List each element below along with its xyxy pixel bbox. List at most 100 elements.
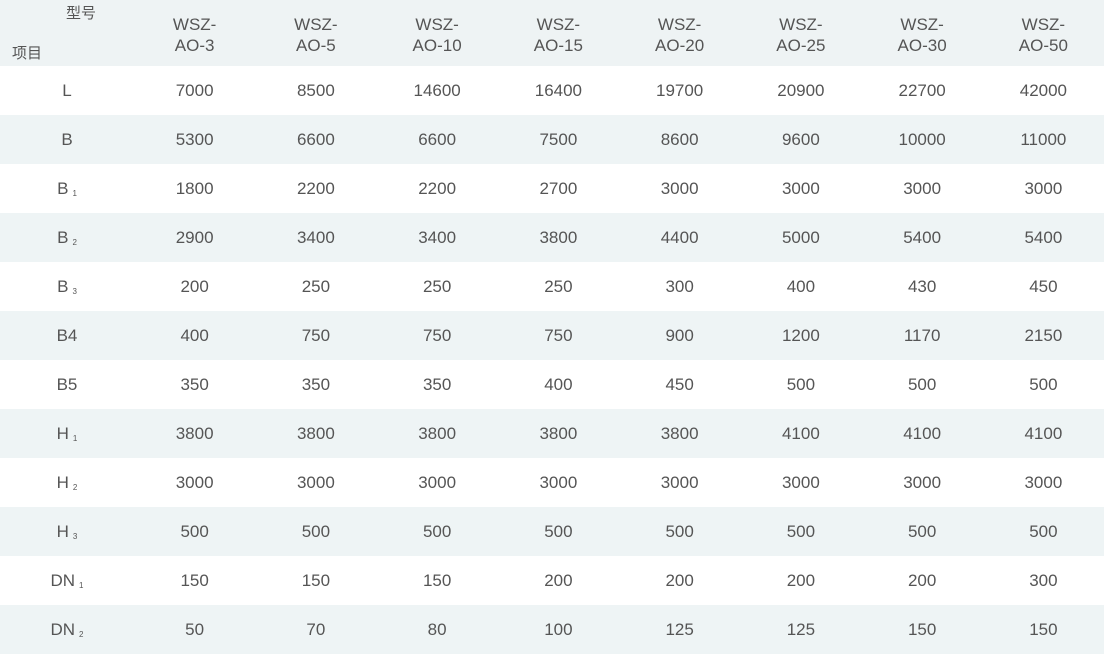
model-name-line1: WSZ-	[1021, 15, 1066, 34]
row-label-subscript: 1	[79, 580, 84, 590]
table-cell: 2900	[175, 227, 214, 247]
table-cell: 400	[544, 374, 573, 394]
table-cell: 3000	[1024, 178, 1063, 198]
model-header: WSZ- AO-10	[377, 0, 498, 66]
row-label: B4	[0, 311, 134, 360]
table-cell: 11000	[1020, 129, 1067, 149]
table-cell: 150	[180, 570, 209, 590]
table-row: H 2 3000 3000 3000 3000 3000 3000 3000 3000	[0, 458, 1104, 507]
table-cell: 2200	[418, 178, 457, 198]
model-name-line1: WSZ-	[294, 15, 338, 34]
table-cell: 150	[422, 570, 452, 590]
table-cell: 3800	[660, 423, 699, 443]
row-label-text: B	[57, 178, 69, 198]
table-cell: 500	[422, 521, 452, 541]
model-name-line2: AO-30	[897, 36, 947, 55]
model-name-line1: WSZ-	[900, 15, 944, 34]
row-label-subscript: 2	[79, 629, 84, 639]
table-cell: 350	[301, 374, 331, 394]
table-cell: 19700	[655, 80, 704, 100]
table-cell: 16400	[534, 80, 583, 100]
table-cell: 150	[1029, 619, 1058, 639]
row-label-subscript: 1	[72, 188, 77, 198]
table-cell: 200	[786, 570, 816, 590]
table-cell: 2150	[1024, 325, 1063, 345]
model-name-line1: WSZ-	[415, 15, 459, 34]
table-cell: 200	[544, 570, 573, 590]
table-cell: 10000	[898, 129, 946, 149]
table-cell: 3000	[781, 472, 820, 492]
model-header: WSZ- AO-5	[255, 0, 376, 66]
model-name-line2: AO-10	[412, 36, 462, 55]
table-cell: 3000	[539, 472, 578, 492]
model-name-line2: AO-5	[296, 36, 336, 55]
table-cell: 200	[180, 276, 209, 296]
table-cell: 200	[665, 570, 694, 590]
table-cell: 500	[1029, 521, 1058, 541]
table-cell: 500	[786, 374, 816, 394]
corner-header: 型号 项目	[0, 0, 134, 66]
table-cell: 750	[301, 325, 331, 345]
table-cell: 1170	[903, 325, 941, 345]
table-cell: 14600	[413, 80, 461, 100]
table-cell: 70	[306, 619, 326, 639]
table-cell: 9600	[781, 129, 820, 149]
table-cell: 450	[665, 374, 694, 394]
model-header: WSZ- AO-50	[983, 0, 1104, 66]
table-cell: 150	[301, 570, 331, 590]
row-label-text: H	[56, 472, 69, 492]
table-cell: 900	[665, 325, 694, 345]
model-header: WSZ- AO-3	[134, 0, 255, 66]
table-cell: 500	[180, 521, 209, 541]
table-cell: 42000	[1019, 80, 1068, 100]
table-row: DN 1 150 150 150 200 200 200 200 300	[0, 556, 1104, 605]
table-cell: 3000	[903, 472, 942, 492]
table-cell: 400	[786, 276, 816, 296]
model-header: WSZ- AO-20	[619, 0, 740, 66]
table-cell: 1200	[781, 325, 820, 345]
item-label: 项目	[12, 45, 43, 62]
row-label: DN 1	[0, 556, 134, 605]
table-cell: 200	[907, 570, 937, 590]
table-body: L 7000 8500 14600 16400 19700 20900 22700 42000 B…	[0, 66, 1104, 654]
table-row: B 1 1800 2200 2200 2700 3000 3000 3000 3000	[0, 164, 1104, 213]
row-label-text: B5	[56, 374, 78, 394]
model-name-line2: AO-15	[533, 36, 583, 55]
table-cell: 5000	[781, 227, 820, 247]
table-cell: 300	[1029, 570, 1058, 590]
table-cell: 5300	[175, 129, 214, 149]
table-cell: 3400	[418, 227, 457, 247]
model-name-line1: WSZ-	[779, 15, 823, 34]
table-cell: 2200	[296, 178, 335, 198]
table-cell: 5400	[903, 227, 942, 247]
table-cell: 430	[907, 276, 937, 296]
table-cell: 4100	[903, 423, 942, 443]
row-label: B5	[0, 360, 134, 409]
table-cell: 250	[301, 276, 331, 296]
table-cell: 500	[665, 521, 694, 541]
table-row: H 3 500 500 500 500 500 500 500 500	[0, 507, 1104, 556]
row-label: L	[0, 66, 134, 115]
table-row: H 1 3800 3800 3800 3800 3800 4100 4100 4100	[0, 409, 1104, 458]
table-cell: 500	[1029, 374, 1058, 394]
table-cell: 500	[786, 521, 816, 541]
table-cell: 3000	[296, 472, 335, 492]
table-cell: 250	[422, 276, 452, 296]
table-cell: 300	[665, 276, 694, 296]
table-cell: 8500	[296, 80, 335, 100]
table-cell: 80	[427, 619, 447, 639]
table-cell: 125	[665, 619, 694, 639]
table-cell: 3000	[1024, 472, 1063, 492]
table-cell: 3800	[175, 423, 214, 443]
model-label: 型号	[66, 5, 97, 22]
model-name-line2: AO-3	[174, 36, 215, 55]
row-label-text: H	[56, 423, 69, 443]
table-cell: 50	[185, 619, 205, 639]
table-cell: 3000	[660, 472, 699, 492]
table-cell: 750	[422, 325, 452, 345]
model-name-line1: WSZ-	[657, 15, 702, 34]
table-cell: 4400	[660, 227, 699, 247]
header-row: 型号 项目 WSZ- AO-3 WSZ- AO-5 WSZ- AO-10 WSZ- AO-15…	[0, 0, 1104, 66]
row-label-subscript: 3	[72, 531, 78, 541]
